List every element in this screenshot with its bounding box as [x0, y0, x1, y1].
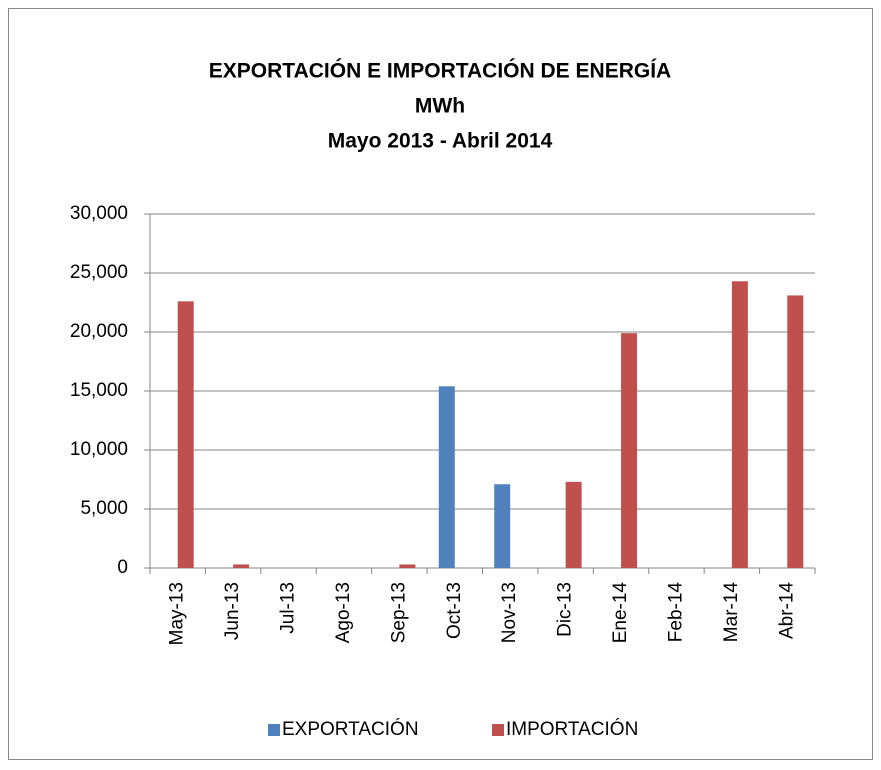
y-tick-label: 30,000 — [70, 203, 128, 224]
chart-border — [8, 8, 873, 760]
bar — [399, 564, 416, 568]
bar — [233, 564, 250, 568]
chart-title: MWh — [415, 95, 465, 118]
bar — [731, 281, 748, 568]
x-tick-label: Feb-14 — [665, 582, 686, 643]
bar — [621, 333, 638, 568]
chart-title: EXPORTACIÓN E IMPORTACIÓN DE ENERGÍA — [209, 59, 671, 83]
x-tick-label: Jun-13 — [222, 582, 243, 640]
y-tick-label: 15,000 — [70, 380, 128, 401]
bar — [494, 484, 511, 568]
legend-label: EXPORTACIÓN — [282, 718, 419, 740]
x-tick-label: Abr-14 — [776, 582, 797, 639]
x-tick-label: Jul-13 — [278, 582, 299, 634]
bar — [565, 481, 582, 568]
legend-swatch — [492, 724, 504, 736]
bar — [787, 295, 804, 568]
legend-label: IMPORTACIÓN — [506, 718, 638, 740]
x-tick-label: Nov-13 — [499, 582, 520, 643]
x-tick-label: May-13 — [167, 582, 188, 645]
bar — [177, 301, 194, 568]
x-tick-label: Sep-13 — [388, 582, 409, 643]
x-tick-label: Oct-13 — [444, 582, 465, 639]
legend-swatch — [268, 724, 280, 736]
y-tick-label: 25,000 — [70, 262, 128, 283]
bar — [438, 386, 455, 568]
y-tick-label: 0 — [117, 557, 128, 578]
x-tick-label: Mar-14 — [721, 582, 742, 643]
y-tick-label: 10,000 — [70, 439, 128, 460]
y-tick-label: 5,000 — [80, 498, 128, 519]
chart-title: Mayo 2013 - Abril 2014 — [328, 130, 553, 153]
y-tick-label: 20,000 — [70, 321, 128, 342]
x-tick-label: Ene-14 — [610, 582, 631, 644]
x-tick-label: Ago-13 — [333, 582, 354, 643]
x-tick-label: Dic-13 — [555, 582, 576, 637]
